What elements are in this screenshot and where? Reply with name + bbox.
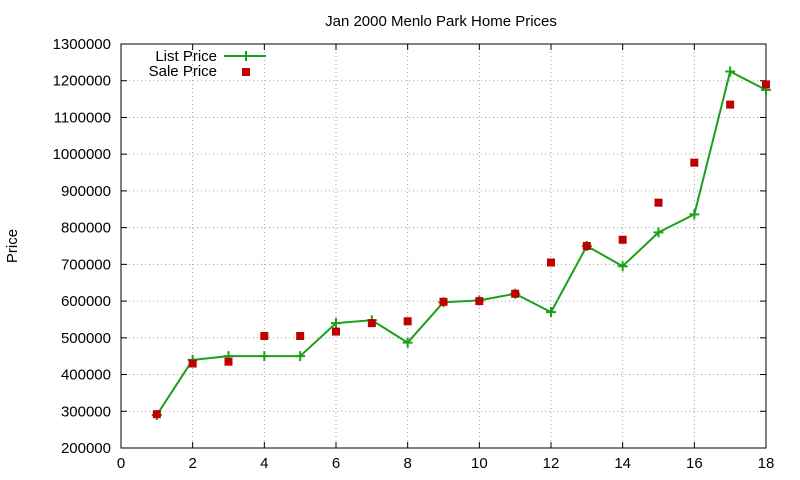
legend-label-sale-price: Sale Price — [149, 63, 217, 80]
sale-price-point — [152, 410, 161, 419]
sale-price-point — [618, 235, 627, 244]
plot-frame — [120, 43, 767, 449]
sale-price-point — [403, 317, 412, 326]
x-tick-label: 6 — [332, 455, 340, 472]
sale-price-point — [439, 297, 448, 306]
sale-price-point — [260, 331, 269, 340]
legend-marker-list-price — [241, 51, 251, 61]
x-tick-label: 16 — [686, 455, 703, 472]
y-tick-label: 500000 — [61, 330, 111, 347]
x-tick-label: 12 — [543, 455, 560, 472]
sale-price-point — [582, 242, 591, 250]
sale-price-point — [188, 359, 197, 368]
chart-title: Jan 2000 Menlo Park Home Prices — [325, 13, 557, 30]
sale-price-point — [511, 289, 520, 298]
list-price-point — [259, 351, 270, 362]
sale-price-point — [296, 331, 305, 340]
sale-price-point — [654, 198, 663, 207]
y-tick-label: 900000 — [61, 183, 111, 200]
x-tick-label: 10 — [471, 455, 488, 472]
y-axis-label: Price — [4, 229, 21, 263]
tick-labels: 0 2 4 6 8 10 12 14 16 18 200000 300000 400000 500000 6… — [53, 36, 775, 472]
grid — [121, 44, 766, 448]
y-tick-label: 300000 — [61, 403, 111, 420]
list-price-point — [546, 307, 556, 318]
sale-price-point — [332, 327, 340, 336]
y-tick-label: 200000 — [61, 440, 111, 457]
list-price-point — [689, 209, 700, 220]
list-price-point — [331, 318, 341, 329]
sale-price-point — [690, 158, 699, 167]
list-price-point — [725, 66, 736, 77]
y-tick-label: 600000 — [61, 293, 111, 310]
legend-marker-sale-price — [242, 68, 250, 76]
legend: List Price Sale Price — [149, 48, 266, 80]
y-tick-label: 1100000 — [54, 109, 111, 126]
y-tick-label: 400000 — [61, 367, 111, 384]
list-price-point — [295, 351, 306, 362]
list-price-point — [617, 261, 628, 272]
y-tick-label: 1000000 — [53, 146, 111, 163]
series-line-list-price — [155, 70, 767, 416]
x-tick-label: 18 — [758, 455, 775, 472]
x-tick-label: 14 — [614, 455, 631, 472]
sale-price-point — [367, 319, 376, 328]
x-tick-label: 0 — [117, 455, 125, 472]
sale-price-point — [762, 80, 770, 89]
sale-price-point — [547, 258, 555, 267]
y-tick-label: 800000 — [61, 220, 111, 237]
axis-ticks — [120, 43, 767, 449]
sale-price-point — [475, 297, 484, 306]
x-tick-label: 4 — [260, 455, 268, 472]
y-tick-label: 1200000 — [53, 73, 111, 90]
x-tick-label: 8 — [403, 455, 411, 472]
sale-price-point — [726, 100, 735, 109]
list-price-point — [402, 337, 413, 348]
series-layer — [151, 66, 771, 420]
legend-label-list-price: List Price — [155, 48, 217, 65]
x-tick-label: 2 — [188, 455, 196, 472]
list-price-point — [653, 227, 664, 238]
y-tick-label: 700000 — [61, 256, 111, 273]
y-tick-label: 1300000 — [53, 36, 111, 53]
sale-price-point — [224, 357, 233, 366]
